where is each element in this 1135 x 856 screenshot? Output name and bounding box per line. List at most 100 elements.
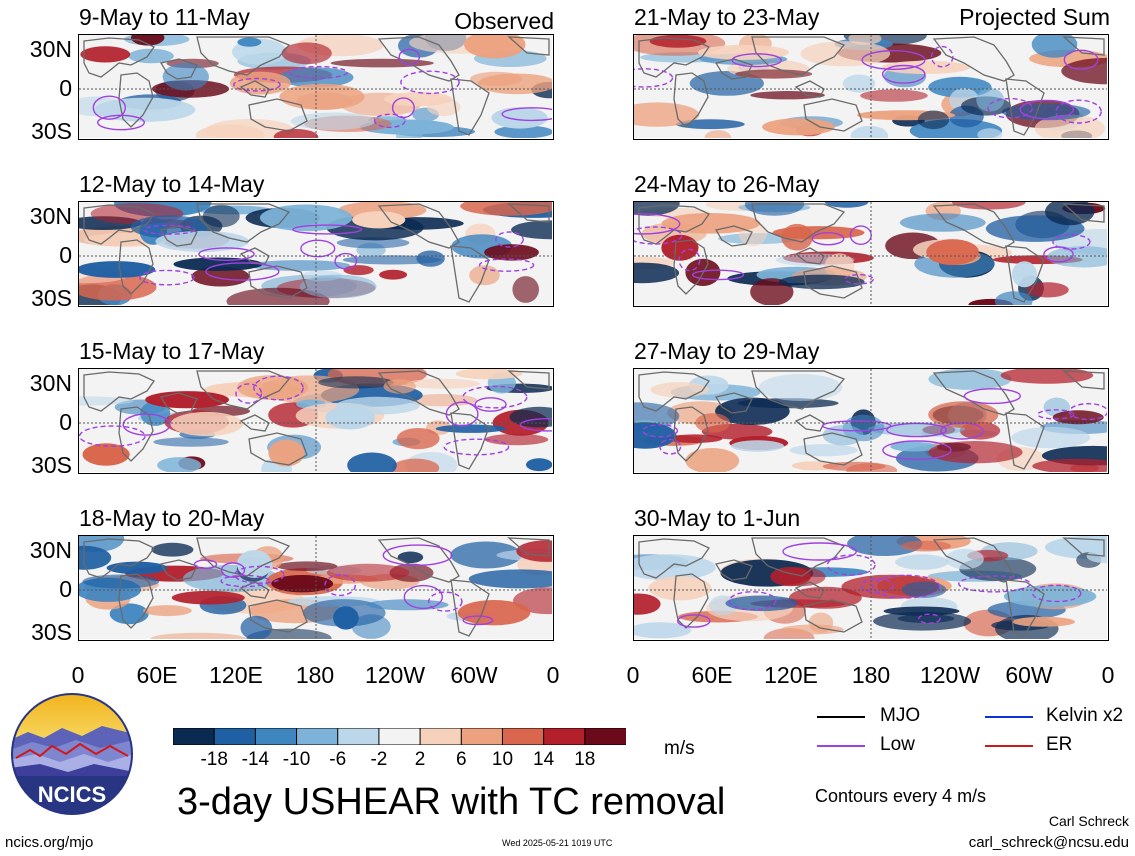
anomaly-blob: [290, 112, 376, 130]
anomaly-blob: [484, 244, 539, 261]
coastline: [803, 265, 863, 299]
colorbar-swatch: [254, 727, 298, 746]
coastline: [714, 58, 753, 80]
contour-low: [861, 49, 926, 71]
colorbar-tick-label: -18: [200, 749, 228, 770]
anomaly-blob: [162, 62, 209, 91]
anomaly-blob: [343, 265, 374, 276]
contour-low: [1052, 234, 1091, 250]
contour-low: [205, 262, 280, 281]
coastline: [450, 412, 490, 470]
lon-tick-right-180: 180: [851, 662, 891, 688]
anomaly-blob: [157, 457, 202, 472]
anomaly-blob: [131, 35, 165, 46]
legend-line-mjo: [817, 716, 865, 718]
legend-line-er: [985, 745, 1033, 747]
coastline: [450, 78, 490, 136]
legend-label-mjo: MJO: [880, 705, 921, 726]
contour-low: [958, 575, 1031, 593]
contour-low: [519, 418, 552, 432]
lat-tick-eq-2: 0: [59, 242, 72, 268]
anomaly-blob: [842, 74, 876, 93]
anomaly-blob: [675, 119, 745, 130]
map-field: [634, 536, 1107, 639]
coastline: [673, 573, 709, 629]
anomaly-blob: [762, 118, 835, 136]
coastline: [673, 239, 709, 295]
contour-low: [1031, 584, 1082, 603]
panel-label-left-3: 15-May to 17-May: [79, 338, 265, 364]
anomaly-blob: [634, 262, 680, 284]
lon-tick-right-60w: 60W: [1005, 662, 1053, 688]
anomaly-blob: [397, 551, 424, 564]
contour-low: [292, 224, 363, 235]
coastline: [377, 203, 460, 249]
anomaly-blob: [778, 274, 865, 290]
colorbar-swatch: [172, 727, 216, 746]
panel-label-right-4: 30-May to 1-Jun: [634, 505, 801, 531]
anomaly-blob: [928, 369, 1012, 390]
anomaly-blob: [140, 401, 171, 426]
map-panel-left-3: [78, 368, 554, 474]
anomaly-blob: [1032, 458, 1107, 472]
contour-low: [634, 213, 681, 235]
lon-tick-right-60e: 60E: [691, 662, 733, 688]
anomaly-blob: [94, 97, 196, 122]
map-field: [79, 369, 552, 472]
footer-url[interactable]: ncics.org/mjo: [5, 834, 94, 851]
colorbar-tick-label: 2: [414, 749, 426, 770]
anomaly-blob: [725, 595, 799, 612]
shading-layer: [634, 35, 1107, 138]
panel-label-left-2: 12-May to 14-May: [79, 171, 265, 197]
anomaly-blob: [899, 213, 986, 232]
anomaly-blob: [237, 375, 309, 400]
contour-low: [821, 420, 892, 432]
coastline: [248, 98, 308, 132]
lon-tick-right-0: 0: [626, 662, 640, 688]
coastline: [932, 537, 1015, 583]
anomaly-blob: [109, 603, 149, 625]
coastline: [248, 432, 308, 466]
coastline: [803, 98, 863, 132]
contour-low: [233, 77, 281, 92]
anomaly-blob: [79, 396, 134, 406]
contour-low: [139, 269, 195, 286]
anomaly-blob: [276, 561, 338, 571]
anomaly-blob: [171, 590, 245, 605]
anomaly-blob: [685, 448, 740, 472]
coastline: [932, 370, 1015, 416]
contour-low: [1055, 99, 1102, 124]
anomaly-blob: [808, 612, 834, 633]
contour-low: [634, 226, 683, 245]
coastline: [673, 72, 709, 128]
anomaly-blob: [336, 237, 410, 249]
lat-tick-30s-4: 30S: [31, 619, 72, 645]
lon-tick-left-120w: 120W: [364, 662, 426, 688]
coastlines: [638, 537, 1105, 637]
lat-tick-30n-1: 30N: [29, 36, 72, 62]
contour-low: [782, 542, 857, 561]
anomaly-blob: [80, 46, 131, 63]
anomaly-blob: [917, 110, 950, 130]
author-email[interactable]: carl_schreck@ncsu.edu: [968, 834, 1129, 851]
anomaly-blob: [800, 41, 891, 67]
anomaly-blob: [248, 260, 351, 271]
anomaly-blob: [1003, 585, 1097, 608]
lon-tick-right-120w: 120W: [919, 662, 981, 688]
contour-low: [391, 97, 415, 119]
coastline: [377, 537, 460, 583]
anomaly-blob: [890, 441, 938, 452]
anomaly-blob: [299, 274, 377, 299]
contour-low: [987, 97, 1033, 119]
colorbar-swatch: [584, 727, 628, 746]
lon-tick-left-120e: 120E: [209, 662, 263, 688]
anomaly-blob: [379, 269, 408, 280]
coastline: [1062, 203, 1105, 223]
anomaly-blob: [352, 211, 406, 229]
lat-tick-30s-2: 30S: [31, 285, 72, 311]
coastline: [248, 599, 308, 633]
lon-tick-left-0: 0: [71, 662, 85, 688]
coastline: [196, 370, 291, 410]
lat-tick-eq-3: 0: [59, 409, 72, 435]
anomaly-blob: [151, 542, 194, 557]
